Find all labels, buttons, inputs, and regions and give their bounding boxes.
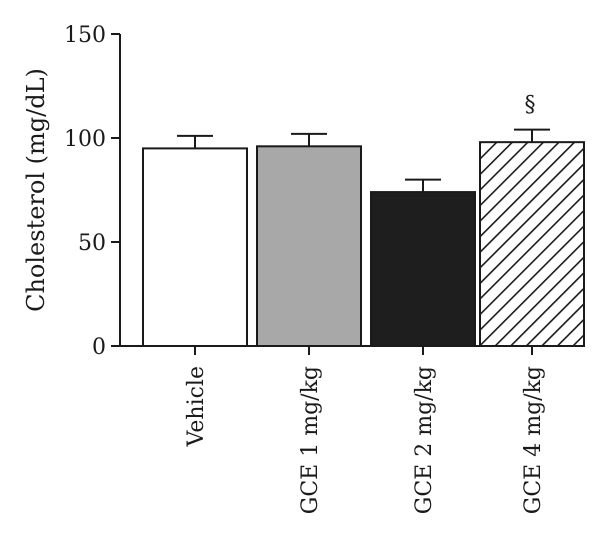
bar-2 bbox=[370, 191, 476, 347]
x-tick-label-1: GCE 1 mg/kg bbox=[298, 366, 323, 514]
y-tick-label-50: 50 bbox=[78, 231, 106, 256]
bar-1 bbox=[256, 145, 362, 347]
significance-marker: § bbox=[525, 93, 536, 118]
bars-group bbox=[142, 128, 585, 347]
bar-0 bbox=[142, 147, 248, 347]
x-axis bbox=[120, 345, 576, 355]
bar-3 bbox=[479, 141, 585, 347]
y-axis: 0 50 100 150 bbox=[64, 23, 121, 360]
labels-group: Vehicle GCE 1 mg/kg GCE 2 mg/kg GCE 4 mg/kg… bbox=[184, 93, 546, 515]
x-tick-label-2: GCE 2 mg/kg bbox=[412, 366, 437, 514]
y-tick-label-100: 100 bbox=[64, 127, 106, 152]
y-tick-label-0: 0 bbox=[92, 335, 106, 360]
y-axis-title: Cholesterol (mg/dL) bbox=[22, 68, 50, 312]
x-tick-label-0: Vehicle bbox=[184, 366, 209, 447]
x-tick-label-3: GCE 4 mg/kg bbox=[521, 366, 546, 514]
y-tick-label-150: 150 bbox=[64, 23, 106, 48]
